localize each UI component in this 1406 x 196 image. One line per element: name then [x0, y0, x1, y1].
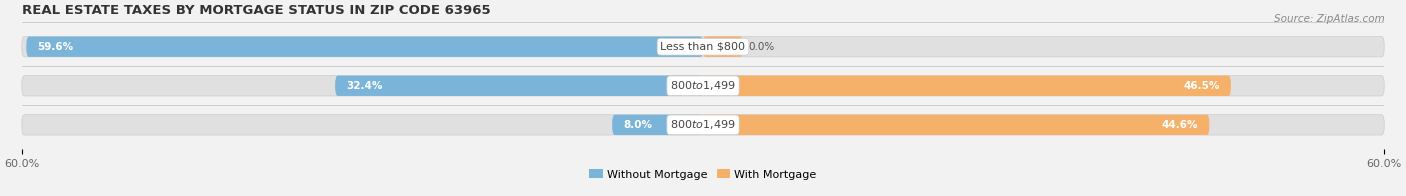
Text: $800 to $1,499: $800 to $1,499: [671, 118, 735, 131]
FancyBboxPatch shape: [335, 76, 703, 96]
Text: $800 to $1,499: $800 to $1,499: [671, 79, 735, 92]
Text: 0.0%: 0.0%: [748, 42, 775, 52]
FancyBboxPatch shape: [703, 37, 742, 57]
FancyBboxPatch shape: [21, 76, 1385, 96]
Text: 8.0%: 8.0%: [623, 120, 652, 130]
Text: Source: ZipAtlas.com: Source: ZipAtlas.com: [1274, 14, 1385, 24]
Text: REAL ESTATE TAXES BY MORTGAGE STATUS IN ZIP CODE 63965: REAL ESTATE TAXES BY MORTGAGE STATUS IN …: [21, 4, 491, 17]
FancyBboxPatch shape: [703, 115, 1209, 135]
Text: 32.4%: 32.4%: [346, 81, 382, 91]
Legend: Without Mortgage, With Mortgage: Without Mortgage, With Mortgage: [585, 165, 821, 184]
FancyBboxPatch shape: [21, 37, 1385, 57]
Text: 46.5%: 46.5%: [1184, 81, 1219, 91]
Text: Less than $800: Less than $800: [661, 42, 745, 52]
Text: 59.6%: 59.6%: [38, 42, 73, 52]
FancyBboxPatch shape: [27, 37, 703, 57]
FancyBboxPatch shape: [703, 76, 1230, 96]
FancyBboxPatch shape: [21, 115, 1385, 135]
FancyBboxPatch shape: [612, 115, 703, 135]
Text: 44.6%: 44.6%: [1161, 120, 1198, 130]
